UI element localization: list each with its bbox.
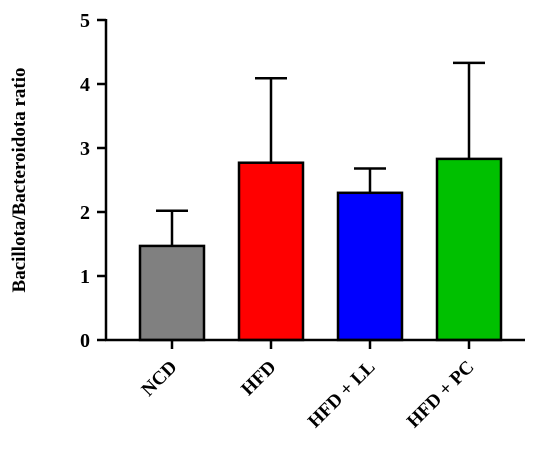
y-tick-label: 2 [80,202,90,224]
y-tick-label: 4 [80,74,90,96]
x-tick-label: HFD + PC [403,357,478,432]
plot-area: 0 1 2 3 4 5 NCD HFD HFD + LL HFD + PC [80,10,525,432]
y-axis-title: Bacillota/Bacteroidota ratio [9,68,30,293]
bar [237,161,305,342]
bar [138,244,206,342]
x-tick-label: NCD [138,357,182,401]
bar [435,157,503,342]
bar [336,191,404,342]
x-tick-label: HFD [237,357,280,400]
y-tick-label: 0 [80,330,90,352]
x-tick-label: HFD + LL [304,357,380,433]
y-tick-label: 3 [80,138,90,160]
y-tick-label: 1 [80,266,90,288]
y-tick-label: 5 [80,10,90,32]
